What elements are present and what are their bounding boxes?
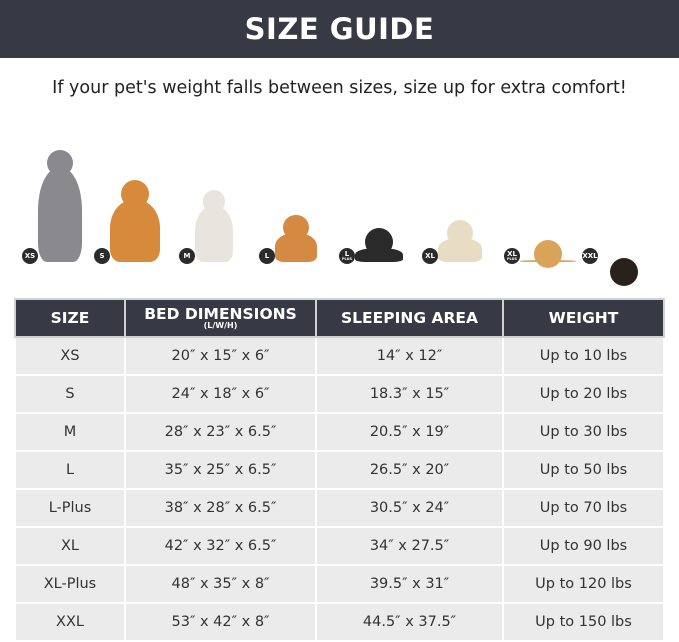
cell-weight: Up to 90 lbs [502,526,665,566]
pet-image [38,150,82,262]
cell-bed-dimensions: 42″ x 32″ x 6.5″ [124,526,317,566]
cell-weight: Up to 30 lbs [502,412,665,452]
table-row: XL-Plus 48″ x 35″ x 8″ 39.5″ x 31″ Up to 12… [14,564,665,604]
cell-sleeping-area: 14″ x 12″ [315,336,504,376]
table-row: L-Plus 38″ x 28″ x 6.5″ 30.5″ x 24″ Up to 7… [14,488,665,528]
table-row: XS 20″ x 15″ x 6″ 14″ x 12″ Up to 10 lbs [14,336,665,376]
cell-sleeping-area: 39.5″ x 31″ [315,564,504,604]
cell-weight: Up to 50 lbs [502,450,665,490]
cell-weight: Up to 20 lbs [502,374,665,414]
size-badge: XL [422,248,438,264]
size-badge: L PLUS [339,248,355,264]
cell-size: XXL [14,602,126,642]
pet-image [195,190,233,262]
pet-image [520,240,576,268]
table-row: M 28″ x 23″ x 6.5″ 20.5″ x 19″ Up to 30 lbs [14,412,665,452]
table-row: XXL 53″ x 42″ x 8″ 44.5″ x 37.5″ Up to 150 … [14,602,665,642]
table-row: L 35″ x 25″ x 6.5″ 26.5″ x 20″ Up to 50 lbs [14,450,665,490]
cell-bed-dimensions: 38″ x 28″ x 6.5″ [124,488,317,528]
cell-sleeping-area: 44.5″ x 37.5″ [315,602,504,642]
size-badge: M [179,248,195,264]
size-badge: XXL [582,248,598,264]
size-badge: S [94,248,110,264]
cell-bed-dimensions: 28″ x 23″ x 6.5″ [124,412,317,452]
cell-size: XL [14,526,126,566]
table-header-row: SIZE BED DIMENSIONS (L/W/H) SLEEPING AREA… [14,298,665,338]
cell-weight: Up to 10 lbs [502,336,665,376]
cell-bed-dimensions: 35″ x 25″ x 6.5″ [124,450,317,490]
title-bar: SIZE GUIDE [0,0,679,58]
cell-sleeping-area: 26.5″ x 20″ [315,450,504,490]
pet-image [355,228,403,262]
cell-size: XL-Plus [14,564,126,604]
size-badge: L [259,248,275,264]
cell-bed-dimensions: 24″ x 18″ x 6″ [124,374,317,414]
header-size: SIZE [14,298,126,338]
pet-image [275,215,317,262]
table-row: XL 42″ x 32″ x 6.5″ 34″ x 27.5″ Up to 90 lb… [14,526,665,566]
cell-size: L-Plus [14,488,126,528]
cell-sleeping-area: 18.3″ x 15″ [315,374,504,414]
cell-size: XS [14,336,126,376]
page-title: SIZE GUIDE [244,12,435,46]
cell-weight: Up to 70 lbs [502,488,665,528]
cell-size: S [14,374,126,414]
size-badge: XS [22,248,38,264]
header-sleeping-area: SLEEPING AREA [315,298,504,338]
pet-image [110,180,160,262]
size-badge: XL PLUS [504,248,520,264]
cell-bed-dimensions: 48″ x 35″ x 8″ [124,564,317,604]
pet-image [598,258,650,286]
cell-size: L [14,450,126,490]
pet-image [438,220,482,262]
cell-size: M [14,412,126,452]
cell-weight: Up to 150 lbs [502,602,665,642]
cell-bed-dimensions: 20″ x 15″ x 6″ [124,336,317,376]
cell-bed-dimensions: 53″ x 42″ x 8″ [124,602,317,642]
subtitle: If your pet's weight falls between sizes… [52,78,627,98]
cell-weight: Up to 120 lbs [502,564,665,604]
cell-sleeping-area: 20.5″ x 19″ [315,412,504,452]
cell-sleeping-area: 30.5″ x 24″ [315,488,504,528]
cell-sleeping-area: 34″ x 27.5″ [315,526,504,566]
table-row: S 24″ x 18″ x 6″ 18.3″ x 15″ Up to 20 lbs [14,374,665,414]
size-table: SIZE BED DIMENSIONS (L/W/H) SLEEPING AREA… [14,298,665,642]
header-weight: WEIGHT [502,298,665,338]
header-bed-dimensions: BED DIMENSIONS (L/W/H) [124,298,317,338]
